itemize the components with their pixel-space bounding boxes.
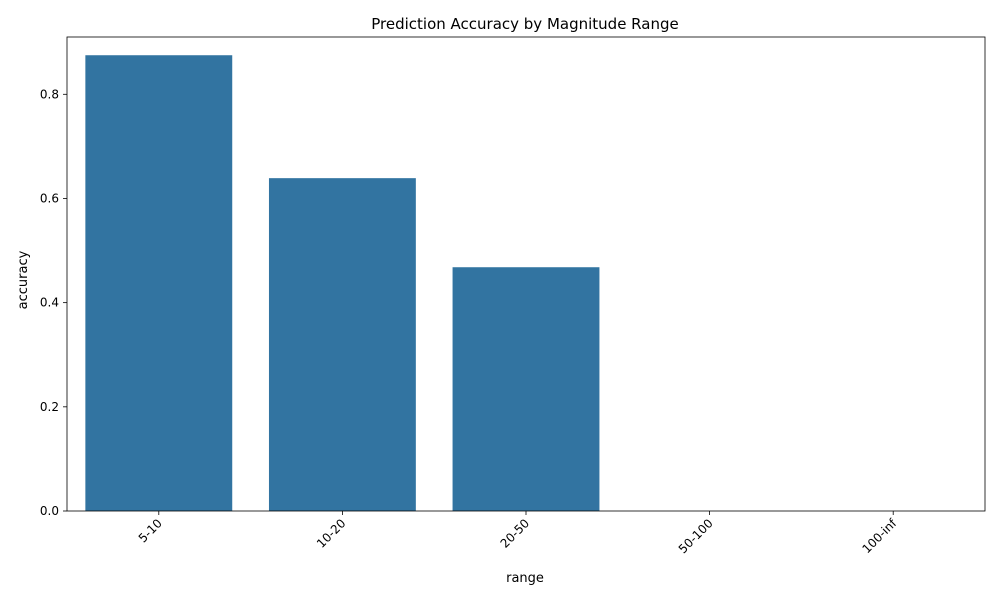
y-tick-label: 0.6 [40,191,59,205]
bar-5-10 [85,55,233,511]
y-tick-label: 0.8 [40,87,59,101]
x-tick-label: 100-inf [859,516,899,556]
x-tick-label: 10-20 [314,516,349,551]
y-tick-label: 0.0 [40,504,59,518]
x-tick-label: 5-10 [136,516,165,545]
bar-20-50 [452,267,600,511]
x-tick-label: 20-50 [498,516,533,551]
y-axis-label: accuracy [16,250,31,309]
bars-layer [85,55,600,511]
x-tick-label: 50-100 [676,516,716,556]
bar-10-20 [268,178,416,511]
chart-title: Prediction Accuracy by Magnitude Range [371,15,678,33]
x-axis-label: range [506,571,544,586]
y-tick-label: 0.4 [40,296,59,310]
y-tick-label: 0.2 [40,400,59,414]
